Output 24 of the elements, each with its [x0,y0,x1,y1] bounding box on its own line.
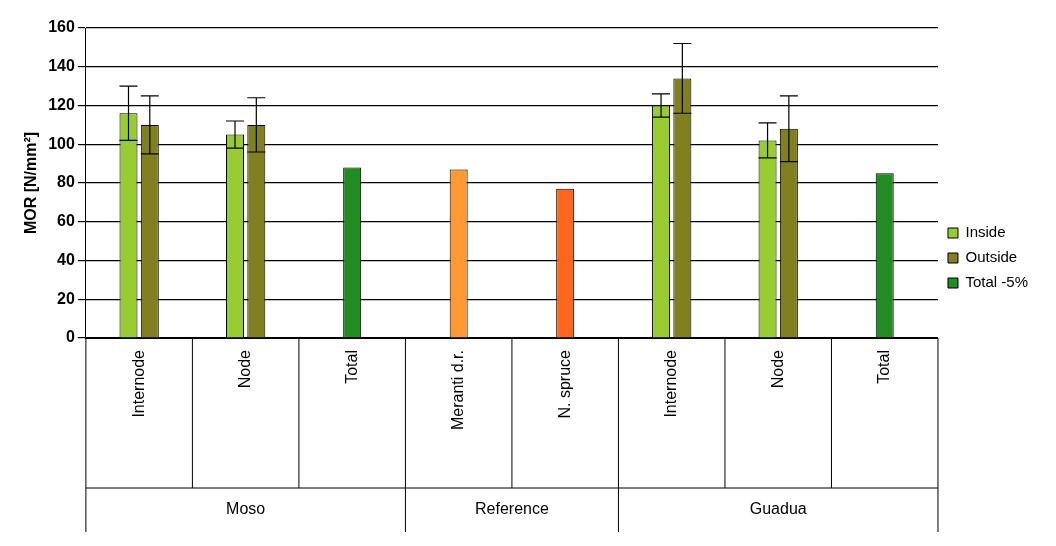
legend-label: Outside [965,248,1018,266]
y-tick-label: 60 [57,212,75,230]
legend-label: Inside [965,223,1006,241]
x-tick-label: Internode [129,349,147,418]
x-tick-label: Node [768,349,786,389]
y-tick-label: 40 [57,250,75,268]
text: Guadua [749,500,807,518]
y-tick-label: 0 [65,328,75,346]
y-tick-label: 160 [48,18,75,36]
y-tick-label: 80 [57,173,75,191]
x-tick-label: Total [342,350,360,384]
text: Moso [226,500,266,518]
legend-label: Total -5% [965,273,1028,291]
y-tick-label: 20 [57,289,75,307]
x-tick-label: Meranti d.r. [449,350,467,431]
y-tick-label: 100 [48,134,75,152]
x-tick-label: N. spruce [555,349,573,419]
x-tick-label: Node [236,349,254,389]
y-tick-label: 120 [48,95,75,113]
x-tick-label: Internode [662,349,680,418]
y-tick-label: 140 [48,57,75,75]
y-axis-title: MOR [N/mm²] [22,131,40,235]
x-tick-label: Total [875,350,893,384]
text: Reference [475,500,549,518]
